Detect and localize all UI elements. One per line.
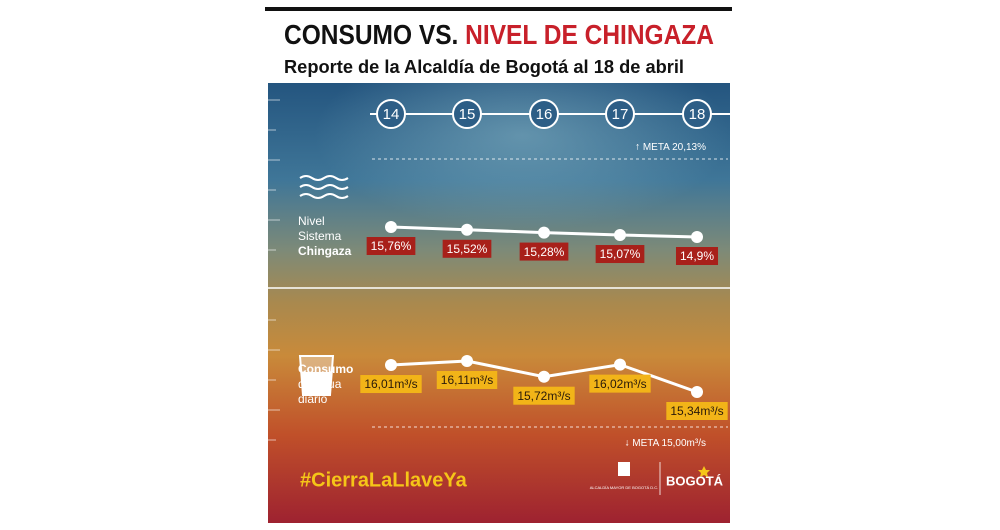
point [385,359,397,372]
day-label: 14 [383,106,400,123]
value-label: 15,52% [442,239,492,258]
day-circle [682,99,712,129]
value-label-text: 15,34m³/s [670,404,723,418]
value-label: 16,01m³/s [360,375,422,394]
value-label: 15,76% [366,237,416,255]
day-label: 15 [459,106,476,123]
value-label-box [436,371,498,389]
series-label-line: diario [298,392,328,406]
value-label-box [519,242,569,261]
glass-icon [298,355,335,396]
series-label: Consumo de agua diario [298,362,353,406]
waves-icon [299,175,349,199]
value-label-text: 15,28% [524,245,565,259]
value-label-text: 15,72m³/s [517,389,570,403]
day-circle [605,99,635,129]
value-label-box [366,237,416,255]
value-label-text: 15,07% [600,247,641,261]
logo-star [698,466,710,477]
day-circle [376,99,406,129]
top-bar [265,7,732,11]
series-label-line: Nivel [298,214,325,228]
title: CONSUMO VS. NIVEL DE CHINGAZA [284,19,714,50]
point [538,370,550,383]
series-label: Nivel Sistema Chingaza [298,214,352,258]
series-label-line: Chingaza [298,244,352,258]
value-label-text: 16,02m³/s [593,377,646,391]
day-circle [452,99,482,129]
point [614,358,626,371]
subtitle: Reporte de la Alcaldía de Bogotá al 18 d… [284,57,684,77]
day-label: 16 [536,106,553,123]
goal-label: ↑ META 20,13% [635,142,706,153]
value-label-text: 15,52% [447,242,488,256]
value-label: 16,02m³/s [589,374,651,393]
value-label-box [513,386,575,405]
goal-label: ↓ META 15,00m³/s [624,438,706,449]
value-label-box [360,375,422,394]
value-label-text: 14,9% [680,249,714,263]
logo: BOGOTÁ [666,473,724,488]
value-label-box [666,402,728,420]
value-label: 15,28% [519,242,569,261]
crest [618,462,630,476]
value-label-box [442,239,492,258]
value-label: 15,72m³/s [513,386,575,405]
logo-small: ALCALDÍA MAYOR DE BOGOTÁ D.C. [590,485,659,490]
series-label-line: de agua [298,377,342,391]
day-label: 17 [612,106,629,123]
day-label: 18 [689,106,706,123]
value-label-box [589,374,651,393]
point [691,231,703,243]
day-circle [529,99,559,129]
goal-text: META 20,13% [643,142,706,153]
ruler [268,99,280,441]
value-label-box [595,245,645,264]
point [691,386,703,398]
point [461,355,473,367]
goal-text: META 15,00m³/s [632,438,706,449]
series-label-line: Sistema [298,229,342,243]
point [614,229,626,242]
value-label-text: 16,01m³/s [364,377,417,391]
value-label-box [675,247,719,265]
point [385,221,397,233]
value-label-text: 15,76% [371,239,412,253]
title-part: CONSUMO VS. [284,19,458,50]
value-label: 16,11m³/s [436,371,498,389]
value-label: 15,07% [595,245,645,264]
series-label-line: Consumo [298,362,353,376]
value-label: 14,9% [675,247,719,265]
point [538,226,550,239]
point [461,223,473,236]
hashtag: #CierraLaLlaveYa [300,469,468,491]
value-label-text: 16,11m³/s [441,373,493,387]
value-label: 15,34m³/s [666,402,728,420]
title-highlight: NIVEL DE CHINGAZA [465,19,714,50]
